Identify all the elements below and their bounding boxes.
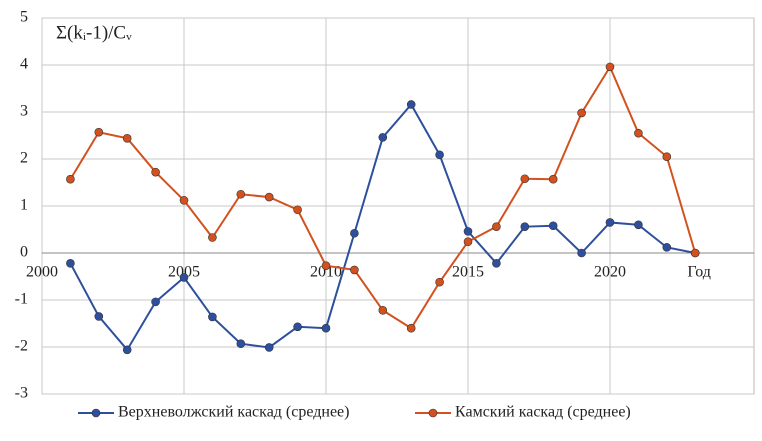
data-point [350,228,359,238]
data-point [321,323,331,333]
data-point [122,134,132,143]
data-point [66,174,75,184]
data-point [208,233,217,242]
data-point [94,312,104,321]
data-point [463,227,473,236]
data-point [605,218,615,227]
y-tick-label: 1 [20,197,28,214]
data-point [435,150,444,160]
x-tick-label: 2015 [452,264,484,281]
data-point [662,152,672,161]
data-point [94,127,104,137]
data-point [662,243,672,252]
data-point [321,261,331,270]
data-point [463,237,473,247]
data-point [293,322,302,332]
data-point [179,196,189,205]
data-point [435,277,444,287]
data-point [548,221,558,231]
y-tick-label: 3 [20,103,28,120]
y-tick-label: -3 [15,385,28,402]
data-point [406,100,416,109]
y-tick-label: 2 [20,150,28,167]
x-tick-label: 2010 [310,264,342,281]
data-point [66,259,75,268]
y-tick-label: -2 [15,338,28,355]
legend-marker [91,408,101,418]
data-point [378,306,388,315]
legend-label: Верхневолжский каскад (среднее) [118,404,349,421]
data-point [378,133,388,142]
data-point [548,174,558,184]
x-tick-label: 2000 [26,264,58,281]
data-point [492,259,501,268]
data-point [605,62,615,72]
y-axis-title: Σ(kᵢ-1)/Cᵥ [56,22,132,43]
data-point [264,343,274,352]
y-tick-label: 4 [20,56,28,73]
legend-label: Камский каскад (среднее) [455,404,631,421]
x-tick-label: 2020 [594,264,626,281]
data-point [350,265,359,275]
y-tick-label: -1 [15,291,28,308]
y-tick-label: 5 [20,9,28,26]
data-point [151,297,160,307]
series-line [69,64,697,330]
data-point [634,220,643,230]
x-tick-label: 2005 [168,264,200,281]
data-point [293,205,302,215]
data-point [492,222,501,231]
data-point [634,128,643,138]
data-point [179,273,189,282]
data-point [264,192,274,202]
data-point [122,345,132,355]
data-point [236,189,246,199]
data-point [520,174,530,184]
legend-marker [428,408,438,418]
data-point [406,323,416,333]
data-point [208,312,217,322]
x-axis-title: Год [687,264,711,281]
data-point [236,339,246,349]
data-point [151,167,160,177]
data-point [577,248,586,258]
data-point [690,248,700,258]
data-point [520,222,530,231]
y-tick-label: 0 [20,244,28,261]
data-point [577,108,586,118]
